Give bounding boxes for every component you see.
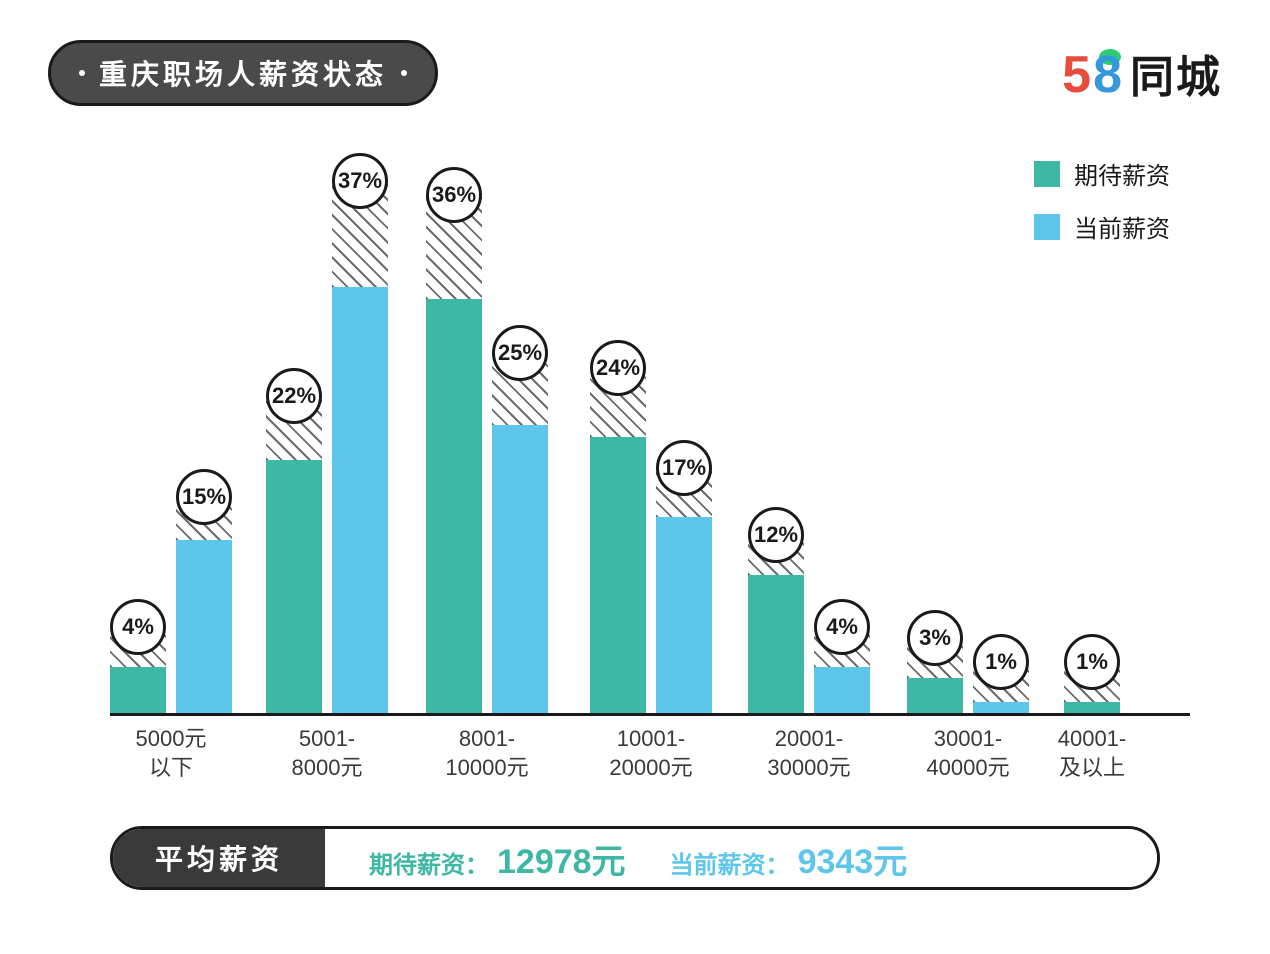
dot-icon: [401, 70, 407, 76]
bar-current: 37%: [332, 181, 388, 713]
bar-value-badge: 4%: [814, 599, 870, 655]
bar-group: 24%17%10001-20000元: [590, 368, 712, 713]
logo-58tongcheng: 5 8 同城: [1062, 41, 1222, 105]
bar-current: 17%: [656, 468, 712, 713]
bar-solid: [748, 575, 804, 713]
bar-group: 1%40001-及以上: [1064, 662, 1120, 714]
bar-hatch: 1%: [973, 662, 1029, 702]
x-axis-label: 5000元以下: [91, 725, 251, 782]
bar-solid: [1064, 702, 1120, 714]
bar-value-badge: 36%: [426, 167, 482, 223]
bar-value-badge: 22%: [266, 368, 322, 424]
bar-expected: 36%: [426, 195, 482, 713]
bar-value-badge: 1%: [1064, 634, 1120, 690]
bar-solid: [110, 667, 166, 713]
bar-current: 1%: [973, 662, 1029, 714]
bar-value-badge: 37%: [332, 153, 388, 209]
bar-expected: 12%: [748, 535, 804, 713]
bar-group: 3%1%30001-40000元: [907, 638, 1029, 713]
bar-expected: 1%: [1064, 662, 1120, 714]
bar-hatch: 1%: [1064, 662, 1120, 702]
logo-digit-8: 8: [1093, 45, 1122, 105]
bar-solid: [656, 517, 712, 713]
bar-value-badge: 12%: [748, 507, 804, 563]
bar-solid: [426, 299, 482, 713]
bar-hatch: 25%: [492, 353, 548, 425]
bar-hatch: 37%: [332, 181, 388, 287]
bar-value-badge: 4%: [110, 599, 166, 655]
bar-group: 12%4%20001-30000元: [748, 535, 870, 713]
bar-value-badge: 17%: [656, 440, 712, 496]
bar-hatch: 12%: [748, 535, 804, 575]
summary-values: 期待薪资： 12978元 当前薪资： 9343元: [325, 829, 1157, 887]
bar-solid: [590, 437, 646, 713]
dot-icon: [79, 70, 85, 76]
logo-text-cn: 同城: [1130, 41, 1222, 105]
bar-hatch: 15%: [176, 497, 232, 540]
bar-hatch: 17%: [656, 468, 712, 517]
summary-heading: 平均薪资: [113, 829, 325, 887]
summary-current-label: 当前薪资：: [670, 845, 790, 880]
bar-hatch: 36%: [426, 195, 482, 299]
bar-value-badge: 15%: [176, 469, 232, 525]
x-axis-label: 10001-20000元: [571, 725, 731, 782]
summary-current-value: 9343元: [798, 834, 908, 883]
bar-hatch: 3%: [907, 638, 963, 678]
bar-current: 25%: [492, 353, 548, 713]
summary-current: 当前薪资： 9343元: [670, 834, 908, 883]
summary-expected-label: 期待薪资：: [369, 845, 489, 880]
x-axis-label: 8001-10000元: [407, 725, 567, 782]
bar-hatch: 4%: [814, 627, 870, 667]
bar-solid: [176, 540, 232, 713]
bar-expected: 22%: [266, 396, 322, 713]
bar-value-badge: 25%: [492, 325, 548, 381]
bar-expected: 24%: [590, 368, 646, 713]
bar-solid: [492, 425, 548, 713]
bar-value-badge: 24%: [590, 340, 646, 396]
bar-hatch: 24%: [590, 368, 646, 437]
bar-group: 22%37%5001-8000元: [266, 181, 388, 713]
bar-hatch: 4%: [110, 627, 166, 667]
summary-bar: 平均薪资 期待薪资： 12978元 当前薪资： 9343元: [110, 826, 1160, 890]
bar-expected: 4%: [110, 627, 166, 713]
title-pill: 重庆职场人薪资状态: [48, 40, 438, 106]
bar-solid: [907, 678, 963, 713]
bar-expected: 3%: [907, 638, 963, 713]
bar-value-badge: 3%: [907, 610, 963, 666]
x-axis-label: 40001-及以上: [1012, 725, 1172, 782]
x-axis-label: 5001-8000元: [247, 725, 407, 782]
bar-solid: [266, 460, 322, 713]
page-title: 重庆职场人薪资状态: [99, 53, 387, 93]
bar-solid: [973, 702, 1029, 714]
bar-solid: [814, 667, 870, 713]
salary-chart: 期待薪资 当前薪资 4%15%5000元以下22%37%5001-8000元36…: [80, 146, 1190, 786]
bar-solid: [332, 287, 388, 713]
x-axis-label: 20001-30000元: [729, 725, 889, 782]
bar-group: 4%15%5000元以下: [110, 497, 232, 713]
bar-value-badge: 1%: [973, 634, 1029, 690]
summary-expected: 期待薪资： 12978元: [369, 834, 626, 883]
bar-group: 36%25%8001-10000元: [426, 195, 548, 713]
bar-current: 4%: [814, 627, 870, 713]
bar-hatch: 22%: [266, 396, 322, 459]
summary-expected-value: 12978元: [497, 834, 626, 883]
logo-digit-5: 5: [1062, 45, 1091, 105]
header: 重庆职场人薪资状态 5 8 同城: [0, 0, 1270, 106]
bar-current: 15%: [176, 497, 232, 713]
chart-plot-area: 4%15%5000元以下22%37%5001-8000元36%25%8001-1…: [110, 146, 1190, 716]
